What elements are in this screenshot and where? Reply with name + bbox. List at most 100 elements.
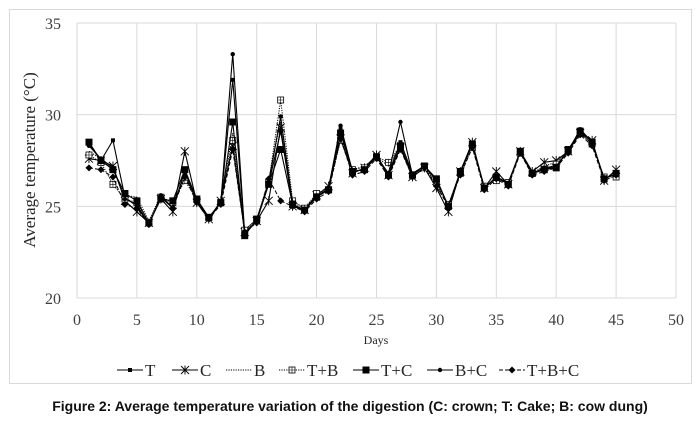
legend-label: B [254,361,265,380]
marker-large-square [277,146,285,153]
x-tick-label: 25 [369,312,385,329]
marker-diamond [97,166,105,174]
marker-diamond [301,208,309,216]
chart-frame [9,9,692,384]
marker-small-square [398,140,403,145]
marker-diamond [373,155,380,163]
marker-diamond [480,186,488,194]
x-tick-label: 45 [608,312,624,329]
marker-diamond [492,175,500,183]
x-tick-label: 0 [73,312,81,329]
marker-dot [230,51,235,57]
marker-large-square [133,197,141,205]
series-line [88,127,617,234]
marker-dot [398,119,403,125]
marker-diamond [420,164,428,172]
marker-small-square [230,77,235,82]
series-t-c [85,118,620,240]
legend-item-c: C [172,361,211,380]
marker-diamond [253,219,261,227]
series-t-b-c [85,131,620,236]
marker-diamond [193,199,201,207]
marker-square-open [277,96,285,104]
marker-diamond [145,221,153,229]
y-axis-title: Average temperature (°C) [20,72,39,247]
x-tick-label: 20 [309,312,325,329]
marker-large-square [169,197,177,205]
marker-square-cross [289,367,295,373]
figure-caption: Figure 2: Average temperature variation … [52,398,648,414]
marker-small-square [128,368,132,372]
y-tick-label: 35 [45,16,61,33]
marker-large-square [337,129,345,137]
marker-dot [182,169,188,174]
x-tick-label: 35 [488,312,504,329]
marker-small-square [338,127,343,132]
marker-dot [110,165,116,171]
series-line [88,134,617,233]
marker-diamond [528,171,536,179]
marker-diamond [612,171,620,179]
legend-item-t: T [117,361,156,380]
marker-diamond [468,144,476,152]
legend: T C B T+B T+C B+C T+B+C [117,361,579,380]
marker-dot [434,178,439,183]
marker-diamond [349,171,357,179]
marker-dot [577,127,583,132]
marker-diamond [588,142,596,150]
marker-diamond [313,195,321,203]
marker-dot [437,367,443,373]
marker-diamond [576,131,584,139]
marker-diamond [157,193,165,201]
marker-diamond [384,173,392,181]
x-tick-label: 40 [548,312,564,329]
marker-dot [122,196,128,202]
temperature-line-chart: 20 25 30 35 0 5 10 15 20 25 30 35 40 45 50 Average tem… [20,16,684,380]
legend-item-t-c: T+C [353,361,412,380]
marker-diamond [361,168,369,175]
marker-dot [589,139,595,145]
marker-diamond [444,202,452,210]
legend-item-t-b-c: T+B+C [499,361,579,380]
marker-diamond [337,135,345,142]
tick-labels: 20 25 30 35 0 5 10 15 20 25 30 35 40 45 50 [45,16,684,329]
legend-label: T [145,361,156,380]
marker-asterisk [180,365,190,375]
legend-item-b: B [226,361,265,380]
marker-diamond [169,204,177,212]
series-line [88,79,617,236]
x-tick-label: 5 [133,312,141,329]
series-line [88,99,617,232]
series-c [84,123,621,237]
series-group [84,51,621,240]
marker-diamond [133,204,141,212]
legend-label: T+C [381,361,412,380]
marker-large-square [396,142,404,150]
marker-square-cross [85,152,92,158]
marker-diamond [396,146,404,153]
marker-diamond [408,173,416,181]
marker-large-square [85,138,93,146]
x-tick-label: 50 [668,312,684,329]
marker-large-square [229,118,237,126]
legend-label: T+B+C [527,361,579,380]
marker-diamond [564,149,572,157]
marker-diamond [277,197,285,205]
legend-label: C [200,361,211,380]
marker-square-cross [385,159,392,166]
marker-diamond [508,366,516,374]
marker-diamond [229,146,237,153]
marker-diamond [289,202,297,210]
marker-square-open [288,366,296,374]
marker-diamond [552,164,560,172]
marker-asterisk [180,146,190,156]
marker-square-cross [277,97,284,103]
marker-diamond [205,215,213,223]
marker-asterisk [264,196,273,206]
x-tick-label: 15 [249,312,265,329]
marker-dot [470,141,475,147]
marker-dot [98,156,104,161]
marker-square-cross [109,181,116,188]
y-tick-label: 25 [45,199,61,216]
x-axis-title: Days [364,333,389,347]
